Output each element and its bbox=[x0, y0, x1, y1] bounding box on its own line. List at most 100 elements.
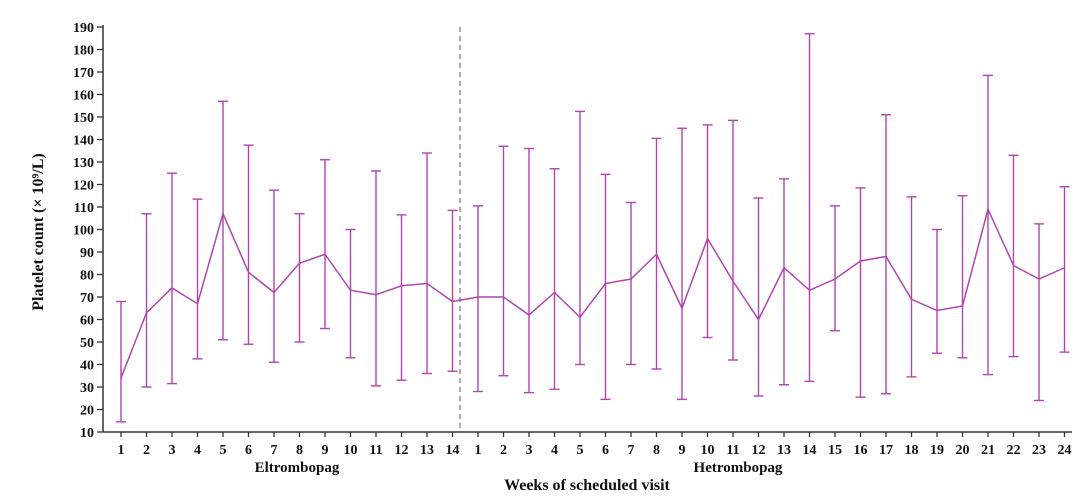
y-axis: 10 20 30 40 50 60 70 80 90 100 110 120 130 140 150 160 1… bbox=[73, 21, 104, 441]
error-bar bbox=[804, 33, 815, 383]
error-bar bbox=[779, 178, 789, 386]
error-bar bbox=[753, 197, 764, 397]
error-bar bbox=[855, 187, 866, 398]
mean-line-eltrombopag bbox=[120, 211, 453, 379]
mean-point bbox=[604, 282, 607, 285]
y-tick-label: 190 bbox=[73, 21, 94, 36]
x-tick-label: 11 bbox=[726, 443, 739, 458]
x-tick-label: 7 bbox=[271, 443, 278, 458]
error-bar bbox=[243, 144, 254, 345]
x-tick-label: 9 bbox=[679, 443, 686, 458]
x-axis-title: Weeks of scheduled visit bbox=[504, 477, 670, 494]
mean-point bbox=[1012, 264, 1015, 267]
mean-point bbox=[885, 255, 887, 258]
mean-point bbox=[247, 271, 250, 274]
mean-point bbox=[222, 212, 224, 215]
x-tick-label: 3 bbox=[169, 443, 176, 458]
error-bar bbox=[906, 196, 917, 378]
mean-point bbox=[375, 293, 377, 296]
error-bar bbox=[218, 100, 228, 341]
error-bar bbox=[1059, 186, 1070, 353]
y-tick-label: 10 bbox=[80, 426, 94, 441]
mean-point bbox=[502, 296, 505, 298]
x-tick-label: 1 bbox=[475, 443, 482, 458]
x-tick-label: 16 bbox=[854, 443, 868, 458]
mean-lines bbox=[120, 207, 1066, 379]
y-tick-label: 20 bbox=[80, 404, 94, 419]
x-tick-label: 10 bbox=[344, 443, 358, 458]
mean-point bbox=[196, 302, 199, 305]
error-bar bbox=[269, 189, 279, 363]
x-tick-label: 8 bbox=[653, 443, 660, 458]
x-tick-label: 6 bbox=[245, 443, 252, 458]
y-tick-label: 40 bbox=[80, 359, 94, 374]
error-bar bbox=[600, 173, 611, 401]
x-tick-label: 4 bbox=[194, 443, 201, 458]
mean-point bbox=[426, 282, 428, 285]
error-bar bbox=[498, 145, 509, 377]
x-tick-label: 13 bbox=[420, 443, 434, 458]
error-bar bbox=[957, 195, 968, 359]
error-bar bbox=[524, 147, 534, 394]
mean-point bbox=[298, 262, 301, 265]
x-tick-label: 9 bbox=[322, 443, 329, 458]
y-tick-label: 110 bbox=[74, 201, 94, 216]
y-tick-label: 130 bbox=[73, 156, 94, 171]
error-bar bbox=[1008, 154, 1019, 358]
mean-point bbox=[834, 278, 836, 280]
y-tick-label: 170 bbox=[73, 66, 94, 81]
y-tick-label: 90 bbox=[80, 246, 94, 261]
x-tick-label: 22 bbox=[1007, 443, 1021, 458]
mean-point bbox=[145, 311, 148, 314]
mean-point bbox=[681, 307, 683, 310]
y-tick-label: 30 bbox=[80, 381, 94, 396]
group-label-eltrombopag: Eltrombopag bbox=[255, 460, 340, 476]
error-bar bbox=[932, 228, 942, 354]
mean-point bbox=[1038, 278, 1040, 280]
mean-line-bridge bbox=[452, 296, 479, 303]
error-bar bbox=[371, 170, 381, 387]
error-bar bbox=[167, 172, 177, 385]
axis-labels: Platelet count (× 10⁹/L) Weeks of schedu… bbox=[30, 153, 783, 494]
x-tick-label: 11 bbox=[369, 443, 382, 458]
y-tick-label: 160 bbox=[73, 89, 94, 104]
y-tick-label: 80 bbox=[80, 269, 94, 284]
y-tick-label: 60 bbox=[80, 314, 94, 329]
mean-line-hetrombopag bbox=[478, 207, 1065, 321]
y-tick-label: 50 bbox=[80, 336, 94, 351]
error-bar bbox=[728, 119, 738, 361]
x-tick-label: 19 bbox=[930, 443, 944, 458]
mean-point bbox=[324, 253, 326, 256]
mean-point bbox=[120, 377, 122, 379]
mean-point bbox=[783, 266, 785, 269]
y-axis-title: Platelet count (× 10⁹/L) bbox=[30, 153, 47, 310]
mean-point bbox=[553, 291, 556, 294]
error-bar bbox=[345, 228, 356, 359]
x-tick-label: 21 bbox=[981, 443, 995, 458]
error-bar bbox=[192, 198, 203, 360]
mean-point bbox=[579, 316, 581, 319]
x-tick-label: 2 bbox=[500, 443, 507, 458]
error-bar bbox=[1034, 223, 1044, 402]
error-bar bbox=[881, 114, 891, 395]
error-bar bbox=[141, 213, 152, 388]
x-tick-label: 1 bbox=[118, 443, 125, 458]
mean-point bbox=[655, 253, 658, 256]
mean-point bbox=[961, 305, 964, 307]
x-tick-label: 15 bbox=[828, 443, 842, 458]
y-tick-label: 150 bbox=[73, 111, 94, 126]
error-bar bbox=[447, 209, 458, 372]
mean-point bbox=[1063, 266, 1066, 269]
x-axis: 1 2 3 4 5 6 7 8 9 10 11 12 13 14 1 2 3 4 5 6 7 8 9 10 11 12 13 14 15… bbox=[103, 431, 1072, 458]
x-tick-label: 20 bbox=[956, 443, 970, 458]
x-tick-label: 6 bbox=[602, 443, 609, 458]
x-tick-label: 14 bbox=[803, 443, 817, 458]
x-tick-label: 12 bbox=[752, 443, 766, 458]
error-bar bbox=[320, 159, 330, 330]
x-tick-label: 2 bbox=[143, 443, 150, 458]
group-label-hetrombopag: Hetrombopag bbox=[694, 460, 783, 476]
x-tick-label: 5 bbox=[220, 443, 227, 458]
mean-point bbox=[859, 260, 862, 262]
error-bar bbox=[396, 214, 407, 381]
